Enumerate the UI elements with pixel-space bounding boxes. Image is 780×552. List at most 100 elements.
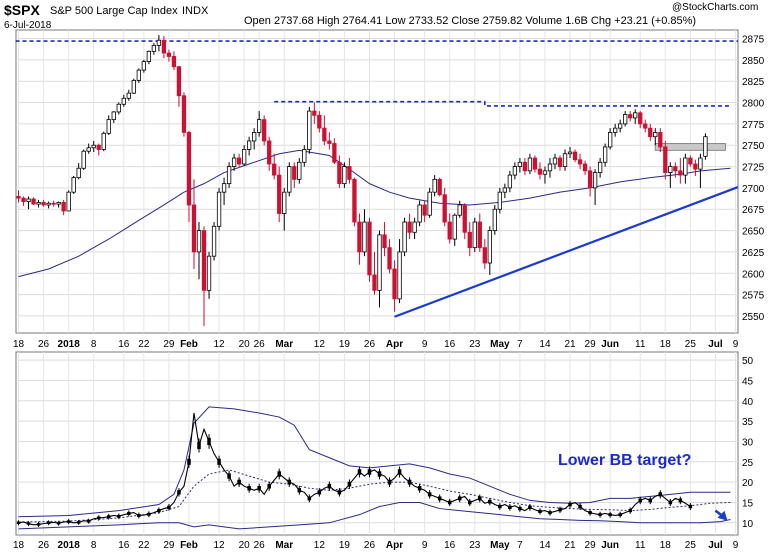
candle-body bbox=[422, 204, 427, 216]
candle bbox=[181, 92, 187, 137]
candle bbox=[126, 89, 131, 101]
candle bbox=[246, 136, 252, 156]
candle-body bbox=[512, 166, 518, 176]
candle-body bbox=[673, 166, 678, 172]
candle-body bbox=[372, 274, 377, 291]
vix-bar-body bbox=[688, 504, 693, 509]
volume-value: 1.6B bbox=[565, 15, 588, 27]
candle-body bbox=[527, 157, 533, 172]
vix-x-label: 9 bbox=[422, 540, 428, 551]
exchange: INDX bbox=[182, 5, 209, 17]
vix-x-label: 25 bbox=[685, 540, 697, 551]
price-x-label: 29 bbox=[163, 339, 175, 350]
vix-x-label: 18 bbox=[13, 540, 25, 551]
candle bbox=[287, 162, 292, 197]
price-tick-label: 2750 bbox=[742, 141, 765, 152]
candle bbox=[472, 217, 477, 252]
candle bbox=[292, 162, 297, 188]
candle bbox=[587, 166, 593, 197]
candle bbox=[81, 149, 86, 170]
price-tick-label: 2775 bbox=[742, 120, 765, 131]
vix-bar-body bbox=[157, 509, 161, 513]
symbol: $SPX bbox=[4, 2, 40, 18]
candle-body bbox=[542, 170, 548, 175]
candle bbox=[262, 115, 267, 146]
candle-body bbox=[432, 178, 437, 193]
vix-bar-body bbox=[327, 483, 332, 489]
candle-body bbox=[136, 69, 141, 81]
price-x-label: 22 bbox=[138, 339, 150, 350]
candle bbox=[668, 162, 673, 188]
low-value: 2733.52 bbox=[408, 15, 449, 27]
candle bbox=[527, 153, 533, 175]
candle-body bbox=[482, 247, 487, 264]
vix-tick-label: 30 bbox=[742, 437, 754, 448]
candle bbox=[171, 51, 177, 71]
price-x-label: 18 bbox=[660, 339, 672, 350]
candle-body bbox=[51, 202, 56, 205]
vix-bar-body bbox=[598, 513, 602, 517]
candle bbox=[643, 119, 648, 133]
candle bbox=[512, 162, 518, 180]
candle bbox=[46, 201, 51, 209]
price-tick-label: 2675 bbox=[742, 205, 765, 216]
candle-body bbox=[126, 92, 131, 99]
vix-x-label: 21 bbox=[564, 540, 576, 551]
candle-body bbox=[267, 140, 272, 165]
candle-body bbox=[201, 230, 207, 291]
candle-body bbox=[81, 150, 86, 169]
price-x-label: 26 bbox=[364, 339, 376, 350]
candle-body bbox=[287, 166, 292, 193]
candle-body bbox=[572, 151, 578, 161]
vix-bar-body bbox=[46, 521, 51, 525]
vix-bar-body bbox=[488, 499, 492, 504]
candle-body bbox=[76, 167, 81, 179]
candle bbox=[206, 251, 212, 299]
vix-bar-body bbox=[578, 504, 582, 509]
price-x-label: 21 bbox=[564, 339, 576, 350]
bb-middle-band bbox=[18, 469, 731, 523]
vix-tick-label: 10 bbox=[742, 519, 754, 530]
candle-body bbox=[437, 178, 442, 196]
candle-body bbox=[683, 157, 688, 176]
vix-bar-body bbox=[167, 505, 171, 510]
candle bbox=[532, 155, 538, 173]
candle bbox=[447, 213, 452, 244]
candle bbox=[41, 199, 46, 207]
candle bbox=[282, 187, 287, 231]
candle-body bbox=[101, 132, 106, 150]
candle bbox=[417, 200, 422, 227]
vix-bar-body bbox=[137, 514, 141, 517]
vix-bar-body bbox=[397, 469, 402, 475]
candle-body bbox=[71, 177, 76, 193]
vix-bar-body bbox=[538, 509, 542, 513]
candle-body bbox=[61, 202, 66, 212]
vix-x-label: 12 bbox=[314, 540, 326, 551]
ohlc-readout: Open 2737.68 High 2764.41 Low 2733.52 Cl… bbox=[244, 15, 696, 27]
candle-body bbox=[382, 234, 387, 249]
candle-body bbox=[327, 140, 332, 144]
candle-body bbox=[492, 208, 497, 231]
high-label: High bbox=[316, 15, 340, 27]
price-x-label: 14 bbox=[539, 339, 551, 350]
candle-body bbox=[36, 202, 41, 205]
candle-body bbox=[262, 119, 267, 142]
candle bbox=[522, 158, 528, 176]
candle bbox=[357, 213, 362, 265]
vix-x-label: 23 bbox=[469, 540, 481, 551]
candle bbox=[613, 123, 618, 137]
vix-bar-body bbox=[437, 496, 442, 501]
candle bbox=[467, 222, 472, 257]
vix-bar-body bbox=[508, 505, 512, 510]
price-panel bbox=[15, 29, 739, 334]
vix-bar-body bbox=[267, 483, 271, 489]
candle bbox=[492, 204, 497, 235]
candle bbox=[517, 158, 523, 173]
moving-average-line bbox=[18, 149, 731, 278]
candle-body bbox=[362, 221, 367, 253]
vix-bar-body bbox=[498, 504, 502, 509]
price-tick-label: 2550 bbox=[742, 312, 765, 323]
candle-body bbox=[146, 50, 152, 62]
candle-body bbox=[577, 159, 583, 165]
candle-body bbox=[562, 153, 568, 167]
